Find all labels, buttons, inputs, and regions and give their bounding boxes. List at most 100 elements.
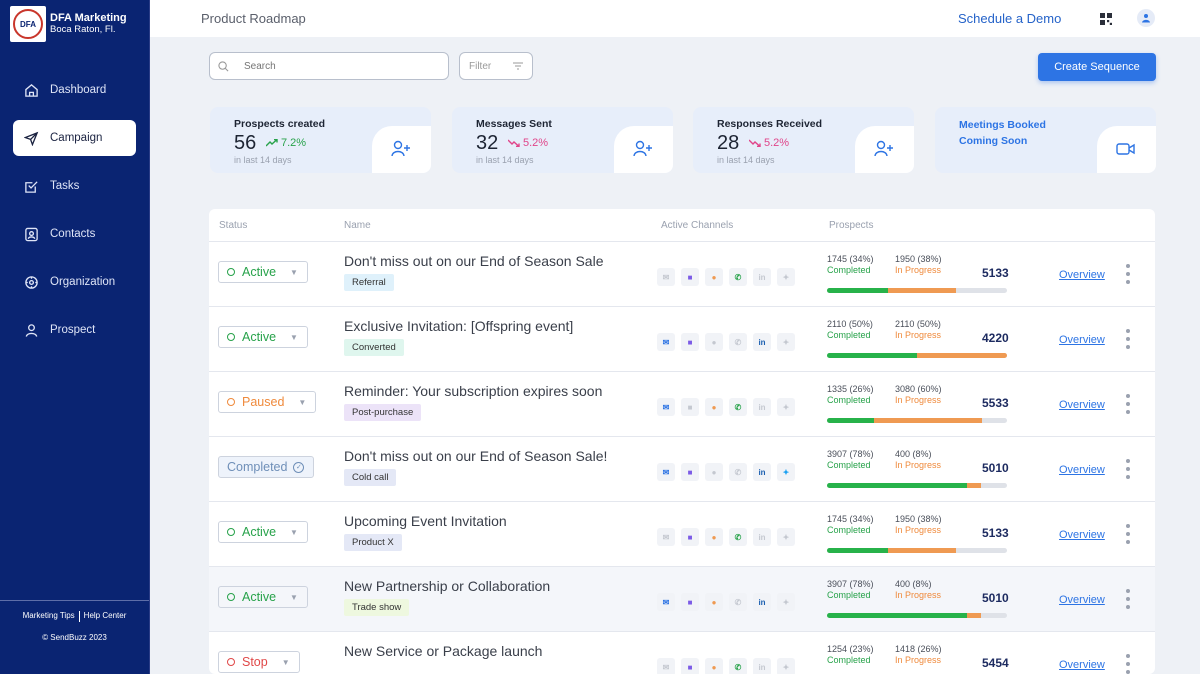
apps-grid-icon[interactable] [1100,12,1112,25]
phone-channel-icon[interactable]: ✆ [729,268,747,286]
more-options-icon[interactable] [1125,524,1131,544]
phone-channel-icon[interactable]: ✆ [729,593,747,611]
more-options-icon[interactable] [1125,589,1131,609]
twitter-channel-icon[interactable]: ✦ [777,593,795,611]
twitter-channel-icon[interactable]: ✦ [777,398,795,416]
campaign-name[interactable]: Reminder: Your subscription expires soon [344,383,603,399]
filter-dropdown[interactable]: Filter [459,52,533,80]
sms-channel-icon[interactable]: ● [705,398,723,416]
campaign-name[interactable]: New Service or Package launch [344,643,543,659]
status-dropdown[interactable]: Paused ▼ [218,391,317,413]
campaign-name[interactable]: Upcoming Event Invitation [344,513,507,529]
overview-link[interactable]: Overview [1059,594,1105,606]
sms-channel-icon[interactable]: ● [705,463,723,481]
twitter-channel-icon[interactable]: ✦ [777,658,795,674]
sms-channel-icon[interactable]: ● [705,658,723,674]
chat-channel-icon[interactable]: ■ [681,528,699,546]
email-channel-icon[interactable]: ✉ [657,593,675,611]
status-dropdown[interactable]: Active ▼ [218,586,308,608]
email-channel-icon[interactable]: ✉ [657,463,675,481]
email-channel-icon[interactable]: ✉ [657,658,675,674]
overview-link[interactable]: Overview [1059,399,1105,411]
sms-channel-icon[interactable]: ● [705,333,723,351]
search-input[interactable] [209,52,449,80]
twitter-channel-icon[interactable]: ✦ [777,268,795,286]
sidebar-item-organization[interactable]: Organization [13,264,136,300]
sidebar-item-dashboard[interactable]: Dashboard [13,72,136,108]
chat-channel-icon[interactable]: ■ [681,593,699,611]
chat-channel-icon[interactable]: ■ [681,658,699,674]
sidebar-item-prospect[interactable]: Prospect [13,312,136,348]
stat-card-prospects: Prospects created 56 7.2% in last 14 day… [210,107,431,173]
schedule-demo-link[interactable]: Schedule a Demo [958,11,1062,26]
sms-channel-icon[interactable]: ● [705,593,723,611]
email-channel-icon[interactable]: ✉ [657,528,675,546]
marketing-tips-link[interactable]: Marketing Tips [22,611,75,620]
linkedin-channel-icon[interactable]: in [753,268,771,286]
email-channel-icon[interactable]: ✉ [657,333,675,351]
more-options-icon[interactable] [1125,654,1131,674]
more-options-icon[interactable] [1125,459,1131,479]
create-sequence-button[interactable]: Create Sequence [1038,53,1156,81]
avatar[interactable] [1137,9,1155,27]
linkedin-channel-icon[interactable]: in [753,593,771,611]
phone-channel-icon[interactable]: ✆ [729,463,747,481]
sidebar-footer: Marketing Tips Help Center © SendBuzz 20… [0,600,149,674]
phone-channel-icon[interactable]: ✆ [729,398,747,416]
overview-link[interactable]: Overview [1059,659,1105,671]
overview-link[interactable]: Overview [1059,464,1105,476]
status-dropdown[interactable]: Active ▼ [218,326,308,348]
phone-channel-icon[interactable]: ✆ [729,528,747,546]
campaign-name[interactable]: Don't miss out on our End of Season Sale… [344,448,608,464]
sidebar-item-tasks[interactable]: Tasks [13,168,136,204]
stat-subtitle: in last 14 days [234,155,292,165]
table-row[interactable]: Completed ✓ Don't miss out on our End of S… [209,436,1155,501]
chat-channel-icon[interactable]: ■ [681,268,699,286]
phone-channel-icon[interactable]: ✆ [729,333,747,351]
linkedin-channel-icon[interactable]: in [753,333,771,351]
linkedin-channel-icon[interactable]: in [753,398,771,416]
email-channel-icon[interactable]: ✉ [657,268,675,286]
overview-link[interactable]: Overview [1059,334,1105,346]
table-row[interactable]: Active ▼ Exclusive Invitation: [Offspring … [209,306,1155,371]
search-field[interactable] [244,60,424,72]
linkedin-channel-icon[interactable]: in [753,463,771,481]
table-row[interactable]: Stop ▼ New Service or Package launch ✉ ■ ● ✆ in… [209,631,1155,674]
col-status: Status [219,220,248,231]
chat-channel-icon[interactable]: ■ [681,333,699,351]
twitter-channel-icon[interactable]: ✦ [777,463,795,481]
sidebar-item-campaign[interactable]: Campaign [13,120,136,156]
stat-icon-bubble [614,126,673,173]
table-row[interactable]: Active ▼ Upcoming Event Invitation Product … [209,501,1155,566]
status-dropdown[interactable]: Active ▼ [218,261,308,283]
more-options-icon[interactable] [1125,264,1131,284]
campaign-name[interactable]: Exclusive Invitation: [Offspring event] [344,318,574,334]
campaign-name[interactable]: New Partnership or Collaboration [344,578,551,594]
linkedin-channel-icon[interactable]: in [753,528,771,546]
chat-channel-icon[interactable]: ■ [681,398,699,416]
table-row[interactable]: Active ▼ Don't miss out on our End of Seas… [209,241,1155,306]
more-options-icon[interactable] [1125,394,1131,414]
twitter-channel-icon[interactable]: ✦ [777,528,795,546]
status-dropdown[interactable]: Active ▼ [218,521,308,543]
status-dropdown[interactable]: Stop ▼ [218,651,300,673]
campaign-name[interactable]: Don't miss out on our End of Season Sale [344,253,604,269]
in-progress-count: 400 (8%) [895,579,932,589]
email-channel-icon[interactable]: ✉ [657,398,675,416]
twitter-channel-icon[interactable]: ✦ [777,333,795,351]
more-options-icon[interactable] [1125,329,1131,349]
sms-channel-icon[interactable]: ● [705,268,723,286]
trend-up-icon [266,139,278,147]
completed-count: 2110 (50%) [827,319,873,329]
status-dropdown[interactable]: Completed ✓ [218,456,315,478]
help-center-link[interactable]: Help Center [83,611,127,620]
sms-channel-icon[interactable]: ● [705,528,723,546]
sidebar-item-contacts[interactable]: Contacts [13,216,136,252]
overview-link[interactable]: Overview [1059,529,1105,541]
overview-link[interactable]: Overview [1059,269,1105,281]
chat-channel-icon[interactable]: ■ [681,463,699,481]
linkedin-channel-icon[interactable]: in [753,658,771,674]
table-row[interactable]: Active ▼ New Partnership or Collaboration T… [209,566,1155,631]
phone-channel-icon[interactable]: ✆ [729,658,747,674]
table-row[interactable]: Paused ▼ Reminder: Your subscription expir… [209,371,1155,436]
